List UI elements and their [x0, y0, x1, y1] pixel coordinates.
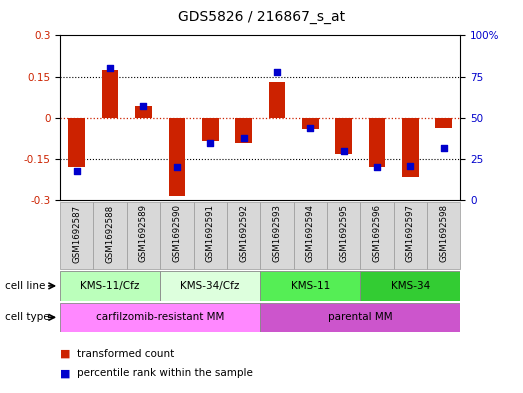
Bar: [427, 202, 460, 269]
Text: GSM1692593: GSM1692593: [272, 204, 281, 263]
Text: KMS-34/Cfz: KMS-34/Cfz: [180, 281, 240, 291]
Text: GSM1692590: GSM1692590: [173, 204, 181, 263]
Bar: [260, 271, 360, 301]
Bar: [335, 118, 352, 154]
Bar: [402, 118, 418, 177]
Bar: [227, 202, 260, 269]
Bar: [394, 202, 427, 269]
Text: transformed count: transformed count: [77, 349, 175, 359]
Text: GSM1692589: GSM1692589: [139, 204, 148, 263]
Bar: [60, 303, 260, 332]
Text: GSM1692591: GSM1692591: [206, 204, 214, 263]
Point: [139, 103, 147, 110]
Bar: [293, 202, 327, 269]
Text: GDS5826 / 216867_s_at: GDS5826 / 216867_s_at: [178, 10, 345, 24]
Bar: [127, 202, 160, 269]
Point: [306, 125, 314, 131]
Point: [73, 167, 81, 174]
Bar: [202, 118, 219, 141]
Bar: [302, 118, 319, 129]
Bar: [369, 118, 385, 167]
Text: KMS-11/Cfz: KMS-11/Cfz: [81, 281, 140, 291]
Text: GSM1692596: GSM1692596: [372, 204, 381, 263]
Point: [406, 163, 414, 169]
Bar: [168, 118, 185, 196]
Bar: [60, 271, 160, 301]
Bar: [260, 303, 460, 332]
Point: [439, 145, 448, 151]
Bar: [160, 271, 260, 301]
Bar: [327, 202, 360, 269]
Text: percentile rank within the sample: percentile rank within the sample: [77, 368, 253, 378]
Bar: [60, 202, 94, 269]
Text: GSM1692597: GSM1692597: [406, 204, 415, 263]
Text: parental MM: parental MM: [328, 312, 393, 322]
Bar: [102, 70, 119, 118]
Text: cell line: cell line: [5, 281, 46, 291]
Point: [173, 164, 181, 171]
Bar: [160, 202, 194, 269]
Text: cell type: cell type: [5, 312, 50, 322]
Text: KMS-34: KMS-34: [391, 281, 430, 291]
Text: GSM1692588: GSM1692588: [106, 204, 115, 263]
Text: GSM1692595: GSM1692595: [339, 204, 348, 263]
Point: [206, 140, 214, 146]
Text: GSM1692598: GSM1692598: [439, 204, 448, 263]
Bar: [94, 202, 127, 269]
Bar: [69, 118, 85, 167]
Point: [106, 65, 115, 72]
Bar: [260, 202, 293, 269]
Text: KMS-11: KMS-11: [291, 281, 330, 291]
Point: [373, 164, 381, 171]
Bar: [235, 118, 252, 143]
Point: [272, 68, 281, 75]
Text: GSM1692587: GSM1692587: [72, 204, 81, 263]
Bar: [135, 105, 152, 118]
Point: [240, 134, 248, 141]
Text: GSM1692594: GSM1692594: [306, 204, 315, 263]
Text: carfilzomib-resistant MM: carfilzomib-resistant MM: [96, 312, 224, 322]
Point: [339, 148, 348, 154]
Bar: [194, 202, 227, 269]
Text: ■: ■: [60, 368, 71, 378]
Bar: [360, 202, 393, 269]
Bar: [435, 118, 452, 127]
Text: ■: ■: [60, 349, 71, 359]
Bar: [360, 271, 460, 301]
Text: GSM1692592: GSM1692592: [239, 204, 248, 263]
Bar: [268, 82, 285, 118]
